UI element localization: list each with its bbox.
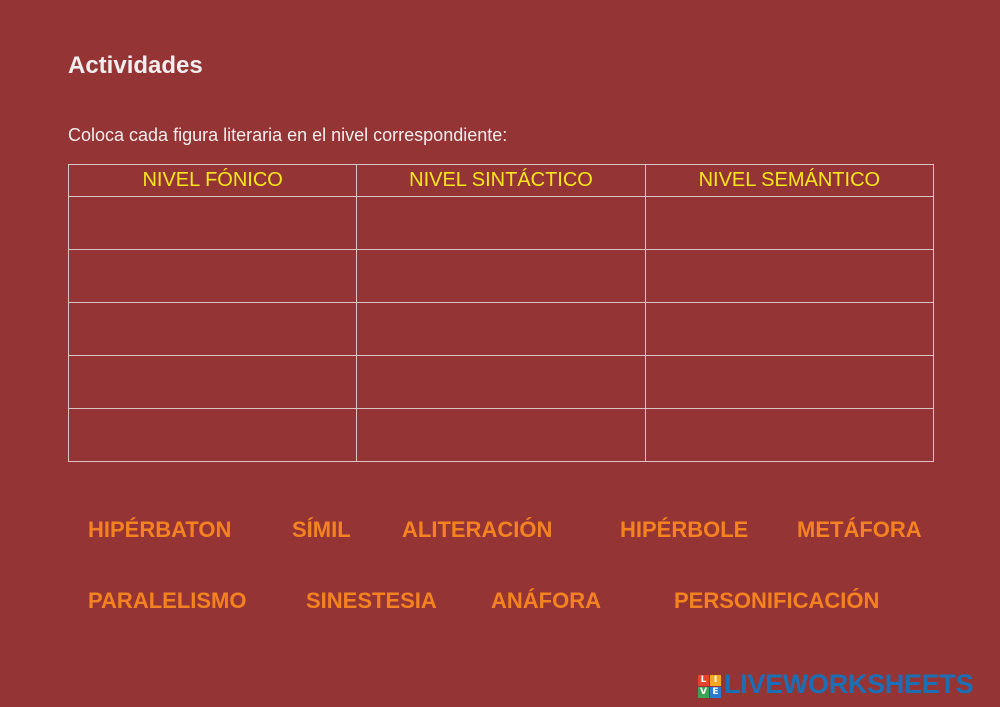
column-header: NIVEL SINTÁCTICO [356, 164, 646, 197]
logo-letter: E [710, 687, 721, 698]
drop-cell[interactable] [356, 249, 646, 303]
drop-cell[interactable] [67, 249, 358, 303]
word-card[interactable]: HIPÉRBOLE [620, 517, 749, 542]
drop-cell[interactable] [356, 302, 646, 356]
answer-table: NIVEL FÓNICO NIVEL SINTÁCTICO NIVEL SEMÁ… [67, 164, 935, 462]
logo-letter: L [698, 675, 709, 686]
logo-letter: V [698, 687, 709, 698]
drop-cell[interactable] [644, 408, 935, 462]
drop-cell[interactable] [67, 302, 358, 356]
word-card[interactable]: PERSONIFICACIÓN [674, 588, 880, 613]
drop-cell[interactable] [644, 355, 935, 409]
instruction: Coloca cada figura literaria en el nivel… [68, 125, 508, 145]
drop-cell[interactable] [644, 196, 935, 250]
drop-cell[interactable] [644, 249, 935, 303]
drop-cell[interactable] [356, 355, 646, 409]
column-header: NIVEL FÓNICO [67, 164, 358, 197]
logo-letter: I [710, 675, 721, 686]
row [67, 355, 935, 409]
header-row: NIVEL FÓNICO NIVEL SINTÁCTICO NIVEL SEMÁ… [67, 164, 935, 197]
word-card[interactable]: ANÁFORA [491, 588, 601, 613]
row [67, 408, 935, 462]
drop-cell[interactable] [67, 408, 358, 462]
word-card[interactable]: PARALELISMO [88, 588, 247, 613]
logo-text: LIVEWORKSHEETS [724, 669, 974, 699]
row [67, 196, 935, 250]
row [67, 302, 935, 356]
column-header: NIVEL SEMÁNTICO [644, 164, 935, 197]
word-card[interactable]: SÍMIL [292, 517, 351, 542]
word-card[interactable]: HIPÉRBATON [88, 517, 232, 542]
word-card[interactable]: ALITERACIÓN [402, 517, 553, 542]
drop-cell[interactable] [644, 302, 935, 356]
drop-cell[interactable] [67, 196, 358, 250]
drop-cell[interactable] [356, 196, 646, 250]
drop-cell[interactable] [356, 408, 646, 462]
word-card[interactable]: SINESTESIA [306, 588, 437, 613]
title: Actividades [68, 52, 203, 79]
drop-cell[interactable] [67, 355, 358, 409]
row [67, 249, 935, 303]
word-card[interactable]: METÁFORA [797, 517, 922, 542]
